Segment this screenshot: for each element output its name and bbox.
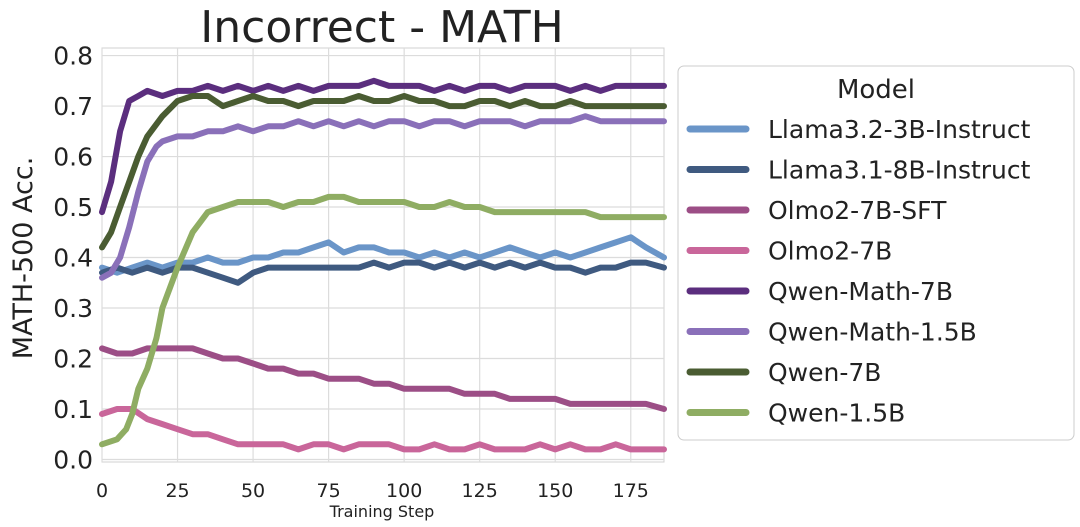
series-line-1 <box>99 259 667 286</box>
y-tick-label: 0.3 <box>53 294 93 323</box>
legend-label: Qwen-Math-1.5B <box>768 318 977 347</box>
series-line-5 <box>99 113 667 281</box>
x-axis-ticks: 0 25 50 75 100 125 150 175 <box>96 480 649 502</box>
legend-label: Olmo2-7B-SFT <box>768 196 947 225</box>
x-tick-label: 50 <box>241 480 265 502</box>
legend-label: Llama3.2-3B-Instruct <box>768 115 1031 144</box>
series-line-7 <box>99 193 667 448</box>
y-tick-label: 0.7 <box>53 92 93 121</box>
series-line-4 <box>99 77 667 216</box>
series-line-6 <box>99 93 667 251</box>
x-tick-label: 75 <box>317 480 341 502</box>
legend: Model Llama3.2-3B-Instruct Llama3.1-8B-In… <box>677 65 1075 441</box>
x-tick-label: 0 <box>96 480 108 502</box>
y-tick-label: 0.6 <box>53 143 93 172</box>
legend-title: Model <box>837 75 915 105</box>
series-line-2 <box>99 345 667 412</box>
y-tick-label: 0.4 <box>53 244 93 273</box>
y-tick-label: 0.1 <box>53 395 93 424</box>
y-tick-label: 0.8 <box>53 42 93 71</box>
y-tick-label: 0.0 <box>53 445 93 474</box>
y-tick-label: 0.5 <box>53 193 93 222</box>
x-tick-label: 25 <box>165 480 189 502</box>
y-axis-ticks: 0.0 0.1 0.2 0.3 0.4 0.5 0.6 0.7 0.8 <box>53 42 93 475</box>
legend-label: Olmo2-7B <box>768 237 892 266</box>
series-line-0 <box>99 234 667 276</box>
legend-items: Llama3.2-3B-Instruct Llama3.1-8B-Instruct… <box>686 115 1031 428</box>
legend-label: Llama3.1-8B-Instruct <box>768 156 1031 185</box>
y-axis-label: MATH-500 Acc. <box>8 157 39 360</box>
y-tick-label: 0.2 <box>53 345 93 374</box>
chart-title: Incorrect - MATH <box>200 2 563 53</box>
x-tick-label: 125 <box>462 480 498 502</box>
legend-box <box>677 65 1075 441</box>
x-tick-label: 175 <box>613 480 649 502</box>
x-axis-label: Training Step <box>329 502 435 521</box>
legend-label: Qwen-7B <box>768 358 881 387</box>
legend-label: Qwen-Math-7B <box>768 277 953 306</box>
series-lines <box>99 77 667 453</box>
legend-label: Qwen-1.5B <box>768 399 905 428</box>
x-tick-label: 100 <box>386 480 422 502</box>
x-tick-label: 150 <box>537 480 573 502</box>
series-line-3 <box>99 406 667 453</box>
